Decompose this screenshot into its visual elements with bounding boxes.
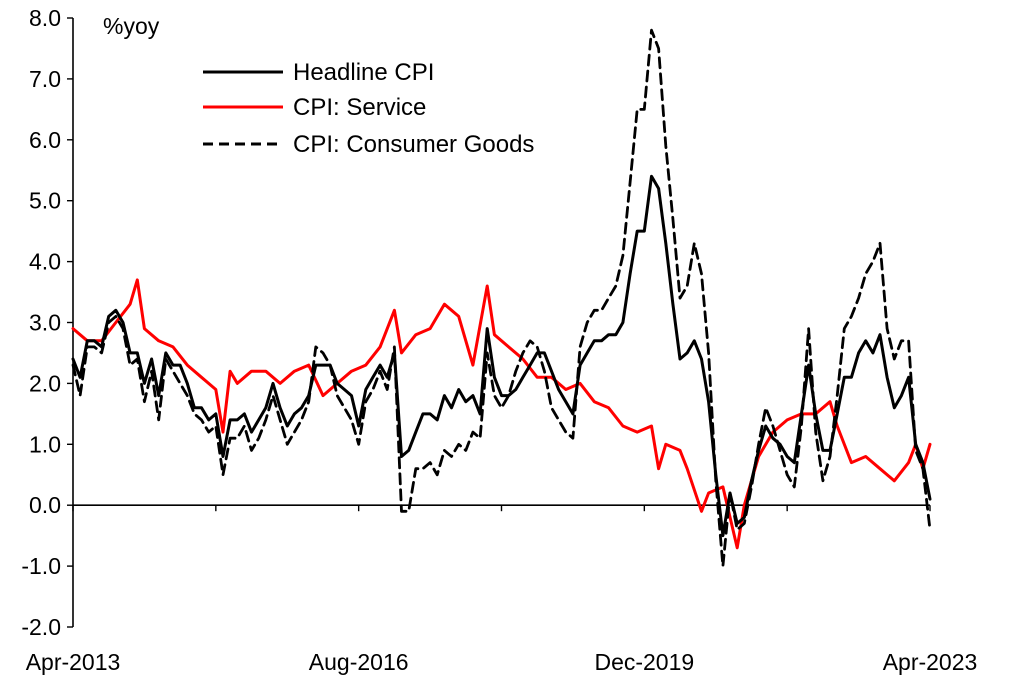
y-tick-label: -1.0 — [21, 553, 61, 579]
y-tick-label: 0.0 — [29, 492, 61, 518]
y-tick-label: 1.0 — [29, 431, 61, 457]
series-line-headline-cpi — [71, 174, 932, 538]
series-line-cpi-service — [71, 278, 932, 550]
legend: Headline CPI CPI: Service CPI: Consumer Go… — [203, 59, 534, 158]
y-tick-label: 5.0 — [29, 188, 61, 214]
x-tick-label: Apr-2023 — [883, 649, 978, 675]
legend-label: CPI: Service — [293, 94, 426, 121]
legend-label: CPI: Consumer Goods — [293, 131, 534, 158]
y-tick-label: 7.0 — [29, 66, 61, 92]
y-tick-label: -2.0 — [21, 614, 61, 640]
series-line-cpi-consumer-goods — [71, 28, 932, 568]
x-tick-label: Aug-2016 — [309, 649, 409, 675]
y-tick-label: 6.0 — [29, 127, 61, 153]
x-tick-label: Dec-2019 — [594, 649, 694, 675]
y-tick-label: 4.0 — [29, 249, 61, 275]
legend-label: Headline CPI — [293, 59, 434, 86]
y-tick-label: 8.0 — [29, 5, 61, 31]
y-tick-label: 2.0 — [29, 370, 61, 396]
series-layer — [71, 28, 932, 568]
x-tick-label: Apr-2013 — [26, 649, 121, 675]
y-unit-label: %yoy — [103, 13, 160, 39]
axes: 8.0 7.0 6.0 5.0 4.0 3.0 2.0 1.0 0.0 -1.0 -2.0 Apr-2… — [21, 5, 977, 675]
y-tick-label: 3.0 — [29, 310, 61, 336]
